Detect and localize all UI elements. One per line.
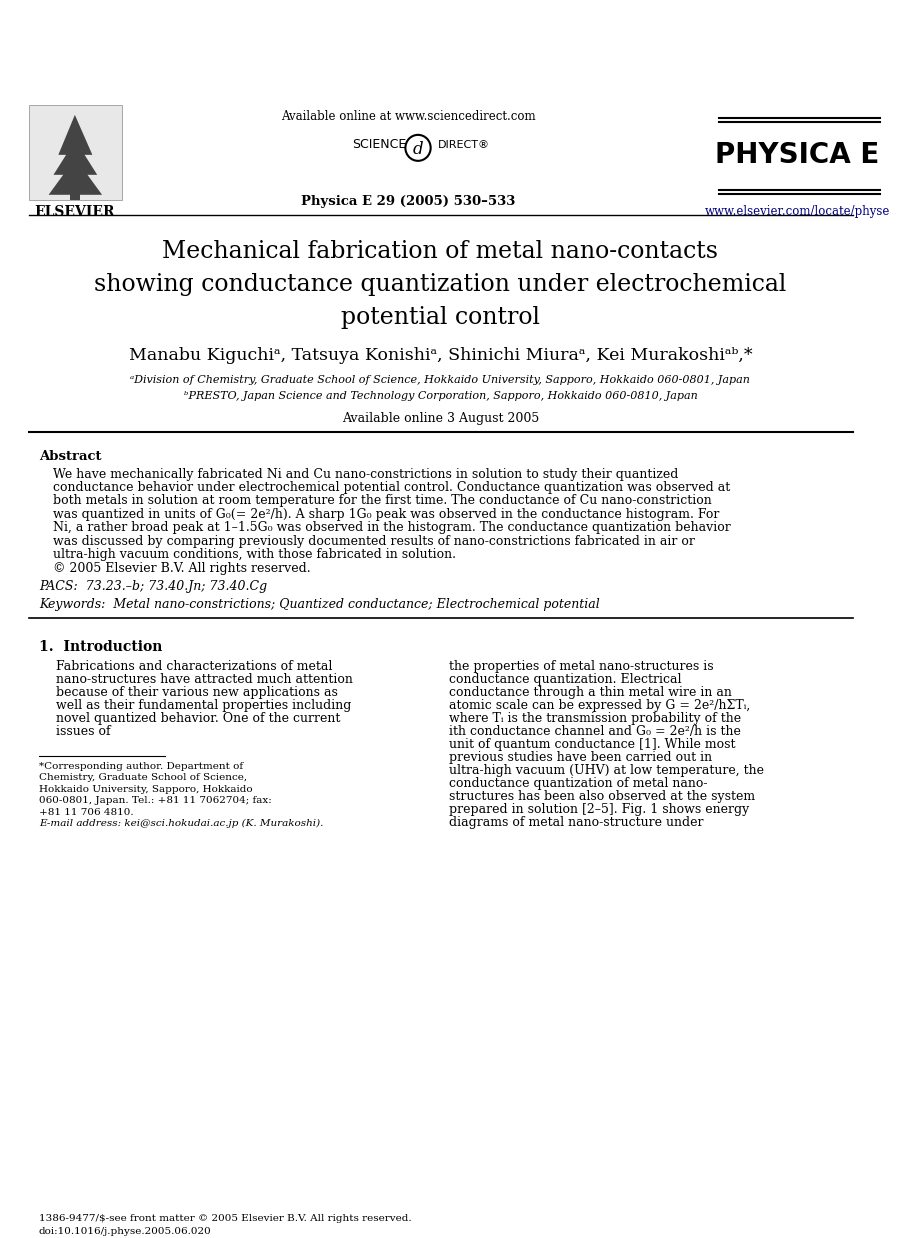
Text: 1.  Introduction: 1. Introduction (39, 640, 162, 654)
Text: ELSEVIER: ELSEVIER (34, 204, 115, 219)
Text: where Tᵢ is the transmission probability of the: where Tᵢ is the transmission probability… (449, 712, 741, 724)
Text: was quantized in units of G₀(= 2e²/h). A sharp 1G₀ peak was observed in the cond: was quantized in units of G₀(= 2e²/h). A… (54, 508, 720, 521)
Text: structures has been also observed at the system: structures has been also observed at the… (449, 790, 756, 802)
Text: both metals in solution at room temperature for the first time. The conductance : both metals in solution at room temperat… (54, 494, 712, 508)
Text: Fabrications and characterizations of metal: Fabrications and characterizations of me… (56, 660, 333, 672)
Text: ultra-high vacuum conditions, with those fabricated in solution.: ultra-high vacuum conditions, with those… (54, 548, 456, 561)
Text: We have mechanically fabricated Ni and Cu nano-constrictions in solution to stud: We have mechanically fabricated Ni and C… (54, 468, 678, 480)
Text: ith conductance channel and G₀ = 2e²/h is the: ith conductance channel and G₀ = 2e²/h i… (449, 724, 741, 738)
Text: SCIENCE: SCIENCE (352, 137, 406, 151)
Text: www.elsevier.com/locate/physe: www.elsevier.com/locate/physe (705, 204, 890, 218)
Text: atomic scale can be expressed by G = 2e²/hΣTᵢ,: atomic scale can be expressed by G = 2e²… (449, 698, 750, 712)
Text: Manabu Kiguchiᵃ, Tatsuya Konishiᵃ, Shinichi Miuraᵃ, Kei Murakoshiᵃᵇ,*: Manabu Kiguchiᵃ, Tatsuya Konishiᵃ, Shini… (129, 347, 752, 364)
FancyBboxPatch shape (70, 192, 80, 199)
Text: Ni, a rather broad peak at 1–1.5G₀ was observed in the histogram. The conductanc: Ni, a rather broad peak at 1–1.5G₀ was o… (54, 521, 731, 535)
Text: conductance quantization. Electrical: conductance quantization. Electrical (449, 672, 682, 686)
Text: previous studies have been carried out in: previous studies have been carried out i… (449, 750, 712, 764)
Text: issues of: issues of (56, 724, 111, 738)
FancyBboxPatch shape (29, 105, 122, 199)
Text: Abstract: Abstract (39, 449, 102, 463)
Text: conductance through a thin metal wire in an: conductance through a thin metal wire in… (449, 686, 732, 698)
Text: 060-0801, Japan. Tel.: +81 11 7062704; fax:: 060-0801, Japan. Tel.: +81 11 7062704; f… (39, 796, 271, 805)
Text: ᵃDivision of Chemistry, Graduate School of Science, Hokkaido University, Sapporo: ᵃDivision of Chemistry, Graduate School … (131, 375, 750, 385)
Text: Hokkaido University, Sapporo, Hokkaido: Hokkaido University, Sapporo, Hokkaido (39, 785, 252, 794)
Text: +81 11 706 4810.: +81 11 706 4810. (39, 807, 133, 817)
Text: DIRECT®: DIRECT® (437, 140, 490, 150)
Text: ultra-high vacuum (UHV) at low temperature, the: ultra-high vacuum (UHV) at low temperatu… (449, 764, 764, 776)
Text: potential control: potential control (341, 306, 540, 328)
Text: showing conductance quantization under electrochemical: showing conductance quantization under e… (94, 272, 786, 296)
Text: doi:10.1016/j.physe.2005.06.020: doi:10.1016/j.physe.2005.06.020 (39, 1227, 211, 1236)
Text: Keywords:  Metal nano-constrictions; Quantized conductance; Electrochemical pote: Keywords: Metal nano-constrictions; Quan… (39, 598, 600, 610)
Text: *Corresponding author. Department of: *Corresponding author. Department of (39, 761, 243, 771)
Text: Mechanical fabrication of metal nano-contacts: Mechanical fabrication of metal nano-con… (162, 240, 718, 262)
Text: conductance behavior under electrochemical potential control. Conductance quanti: conductance behavior under electrochemic… (54, 482, 731, 494)
Polygon shape (49, 115, 102, 194)
Text: E-mail address: kei@sci.hokudai.ac.jp (K. Murakoshi).: E-mail address: kei@sci.hokudai.ac.jp (K… (39, 820, 323, 828)
Text: 1386-9477/$-see front matter © 2005 Elsevier B.V. All rights reserved.: 1386-9477/$-see front matter © 2005 Else… (39, 1213, 412, 1223)
Text: Chemistry, Graduate School of Science,: Chemistry, Graduate School of Science, (39, 774, 247, 782)
Text: prepared in solution [2–5]. Fig. 1 shows energy: prepared in solution [2–5]. Fig. 1 shows… (449, 802, 749, 816)
Text: nano-structures have attracted much attention: nano-structures have attracted much atte… (56, 672, 353, 686)
Text: diagrams of metal nano-structure under: diagrams of metal nano-structure under (449, 816, 704, 828)
Text: was discussed by comparing previously documented results of nano-constrictions f: was discussed by comparing previously do… (54, 535, 696, 548)
Text: PHYSICA E: PHYSICA E (715, 141, 879, 168)
Text: novel quantized behavior. One of the current: novel quantized behavior. One of the cur… (56, 712, 341, 724)
Text: well as their fundamental properties including: well as their fundamental properties inc… (56, 698, 352, 712)
Text: © 2005 Elsevier B.V. All rights reserved.: © 2005 Elsevier B.V. All rights reserved… (54, 562, 311, 574)
Text: Available online 3 August 2005: Available online 3 August 2005 (342, 411, 539, 425)
Text: conductance quantization of metal nano-: conductance quantization of metal nano- (449, 776, 707, 790)
Text: Physica E 29 (2005) 530–533: Physica E 29 (2005) 530–533 (301, 194, 515, 208)
Text: because of their various new applications as: because of their various new application… (56, 686, 338, 698)
Text: ᵇPRESTO, Japan Science and Technology Corporation, Sapporo, Hokkaido 060-0810, J: ᵇPRESTO, Japan Science and Technology Co… (183, 391, 697, 401)
Text: PACS:  73.23.–b; 73.40.Jn; 73.40.Cg: PACS: 73.23.–b; 73.40.Jn; 73.40.Cg (39, 579, 267, 593)
Text: d: d (413, 141, 424, 158)
Text: the properties of metal nano-structures is: the properties of metal nano-structures … (449, 660, 714, 672)
Text: Available online at www.sciencedirect.com: Available online at www.sciencedirect.co… (281, 110, 536, 123)
Text: unit of quantum conductance [1]. While most: unit of quantum conductance [1]. While m… (449, 738, 736, 750)
